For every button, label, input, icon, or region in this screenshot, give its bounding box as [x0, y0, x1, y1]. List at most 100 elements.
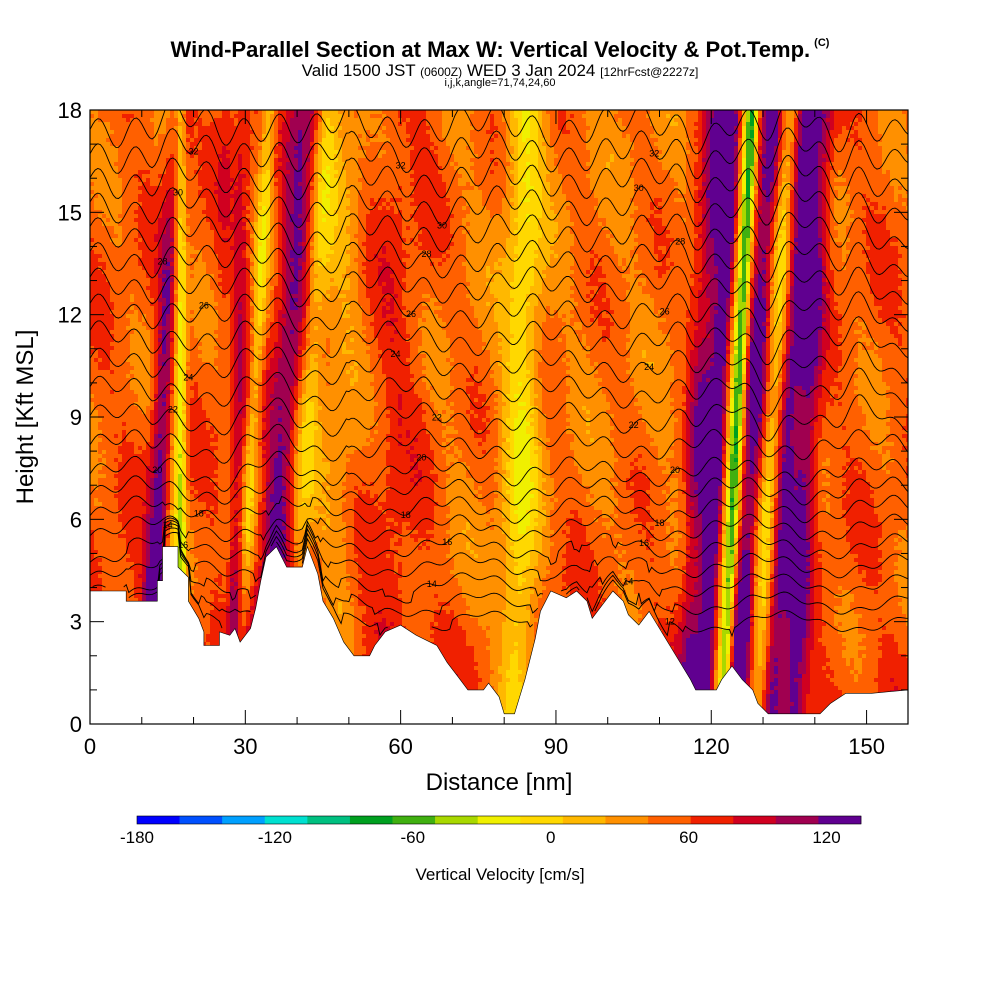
velocity-cell	[586, 174, 591, 179]
velocity-cell	[170, 150, 175, 155]
velocity-cell	[502, 126, 507, 131]
velocity-cell	[598, 126, 603, 131]
velocity-cell	[438, 110, 443, 115]
velocity-cell	[618, 114, 623, 119]
velocity-cell	[382, 174, 387, 179]
velocity-cell	[246, 142, 251, 147]
velocity-cell	[334, 142, 339, 147]
velocity-cell	[710, 110, 715, 115]
velocity-cell	[758, 142, 763, 147]
velocity-cell	[362, 166, 367, 171]
velocity-cell	[574, 142, 579, 147]
velocity-cell	[462, 122, 467, 127]
velocity-cell	[790, 166, 795, 171]
velocity-cell	[246, 158, 251, 163]
velocity-cell	[174, 118, 179, 123]
velocity-cell	[762, 170, 767, 175]
velocity-cell	[726, 146, 731, 151]
velocity-cell	[210, 174, 215, 179]
velocity-cell	[414, 174, 419, 179]
velocity-cell	[898, 170, 903, 175]
velocity-cell	[798, 126, 803, 131]
velocity-cell	[186, 118, 191, 123]
velocity-cell	[430, 114, 435, 119]
velocity-cell	[558, 166, 563, 171]
velocity-cell	[434, 122, 439, 127]
velocity-cell	[242, 110, 247, 115]
velocity-cell	[622, 162, 627, 167]
velocity-cell	[266, 150, 271, 155]
velocity-cell	[202, 150, 207, 155]
velocity-cell	[114, 150, 119, 155]
velocity-cell	[562, 130, 567, 135]
velocity-cell	[690, 130, 695, 135]
velocity-cell	[886, 118, 891, 123]
velocity-cell	[530, 118, 535, 123]
velocity-cell	[386, 154, 391, 159]
velocity-cell	[754, 134, 759, 139]
velocity-cell	[282, 138, 287, 143]
velocity-cell	[270, 142, 275, 147]
velocity-cell	[838, 130, 843, 135]
velocity-cell	[630, 130, 635, 135]
velocity-cell	[678, 150, 683, 155]
velocity-cell	[582, 114, 587, 119]
velocity-cell	[310, 154, 315, 159]
velocity-cell	[790, 110, 795, 115]
velocity-cell	[386, 126, 391, 131]
velocity-cell	[178, 126, 183, 131]
velocity-cell	[674, 130, 679, 135]
velocity-cell	[214, 158, 219, 163]
velocity-cell	[770, 174, 775, 179]
velocity-cell	[634, 114, 639, 119]
velocity-cell	[206, 142, 211, 147]
velocity-cell	[366, 110, 371, 115]
velocity-cell	[486, 158, 491, 163]
velocity-cell	[674, 122, 679, 127]
velocity-cell	[682, 134, 687, 139]
velocity-cell	[230, 170, 235, 175]
velocity-cell	[890, 154, 895, 159]
velocity-cell	[406, 154, 411, 159]
velocity-cell	[558, 146, 563, 151]
velocity-cell	[430, 110, 435, 115]
velocity-cell	[346, 170, 351, 175]
velocity-cell	[854, 154, 859, 159]
velocity-cell	[514, 146, 519, 151]
velocity-cell	[606, 142, 611, 147]
velocity-cell	[354, 146, 359, 151]
velocity-cell	[474, 166, 479, 171]
velocity-cell	[494, 122, 499, 127]
velocity-cell	[294, 110, 299, 115]
velocity-cell	[494, 110, 499, 115]
velocity-cell	[846, 118, 851, 123]
velocity-cell	[134, 154, 139, 159]
velocity-cell	[462, 154, 467, 159]
velocity-cell	[730, 150, 735, 155]
velocity-cell	[734, 166, 739, 171]
velocity-cell	[98, 174, 103, 179]
velocity-cell	[126, 138, 131, 143]
velocity-cell	[422, 126, 427, 131]
velocity-cell	[786, 162, 791, 167]
velocity-cell	[318, 134, 323, 139]
velocity-cell	[218, 118, 223, 123]
velocity-cell	[834, 162, 839, 167]
velocity-cell	[482, 114, 487, 119]
velocity-cell	[586, 130, 591, 135]
velocity-cell	[342, 150, 347, 155]
velocity-cell	[254, 114, 259, 119]
velocity-cell	[346, 138, 351, 143]
velocity-cell	[694, 142, 699, 147]
velocity-cell	[134, 138, 139, 143]
velocity-cell	[658, 118, 663, 123]
velocity-cell	[774, 138, 779, 143]
velocity-cell	[646, 130, 651, 135]
velocity-cell	[534, 110, 539, 115]
velocity-cell	[514, 154, 519, 159]
velocity-cell	[226, 146, 231, 151]
velocity-cell	[282, 166, 287, 171]
velocity-cell	[190, 138, 195, 143]
velocity-cell	[370, 174, 375, 179]
velocity-cell	[326, 134, 331, 139]
